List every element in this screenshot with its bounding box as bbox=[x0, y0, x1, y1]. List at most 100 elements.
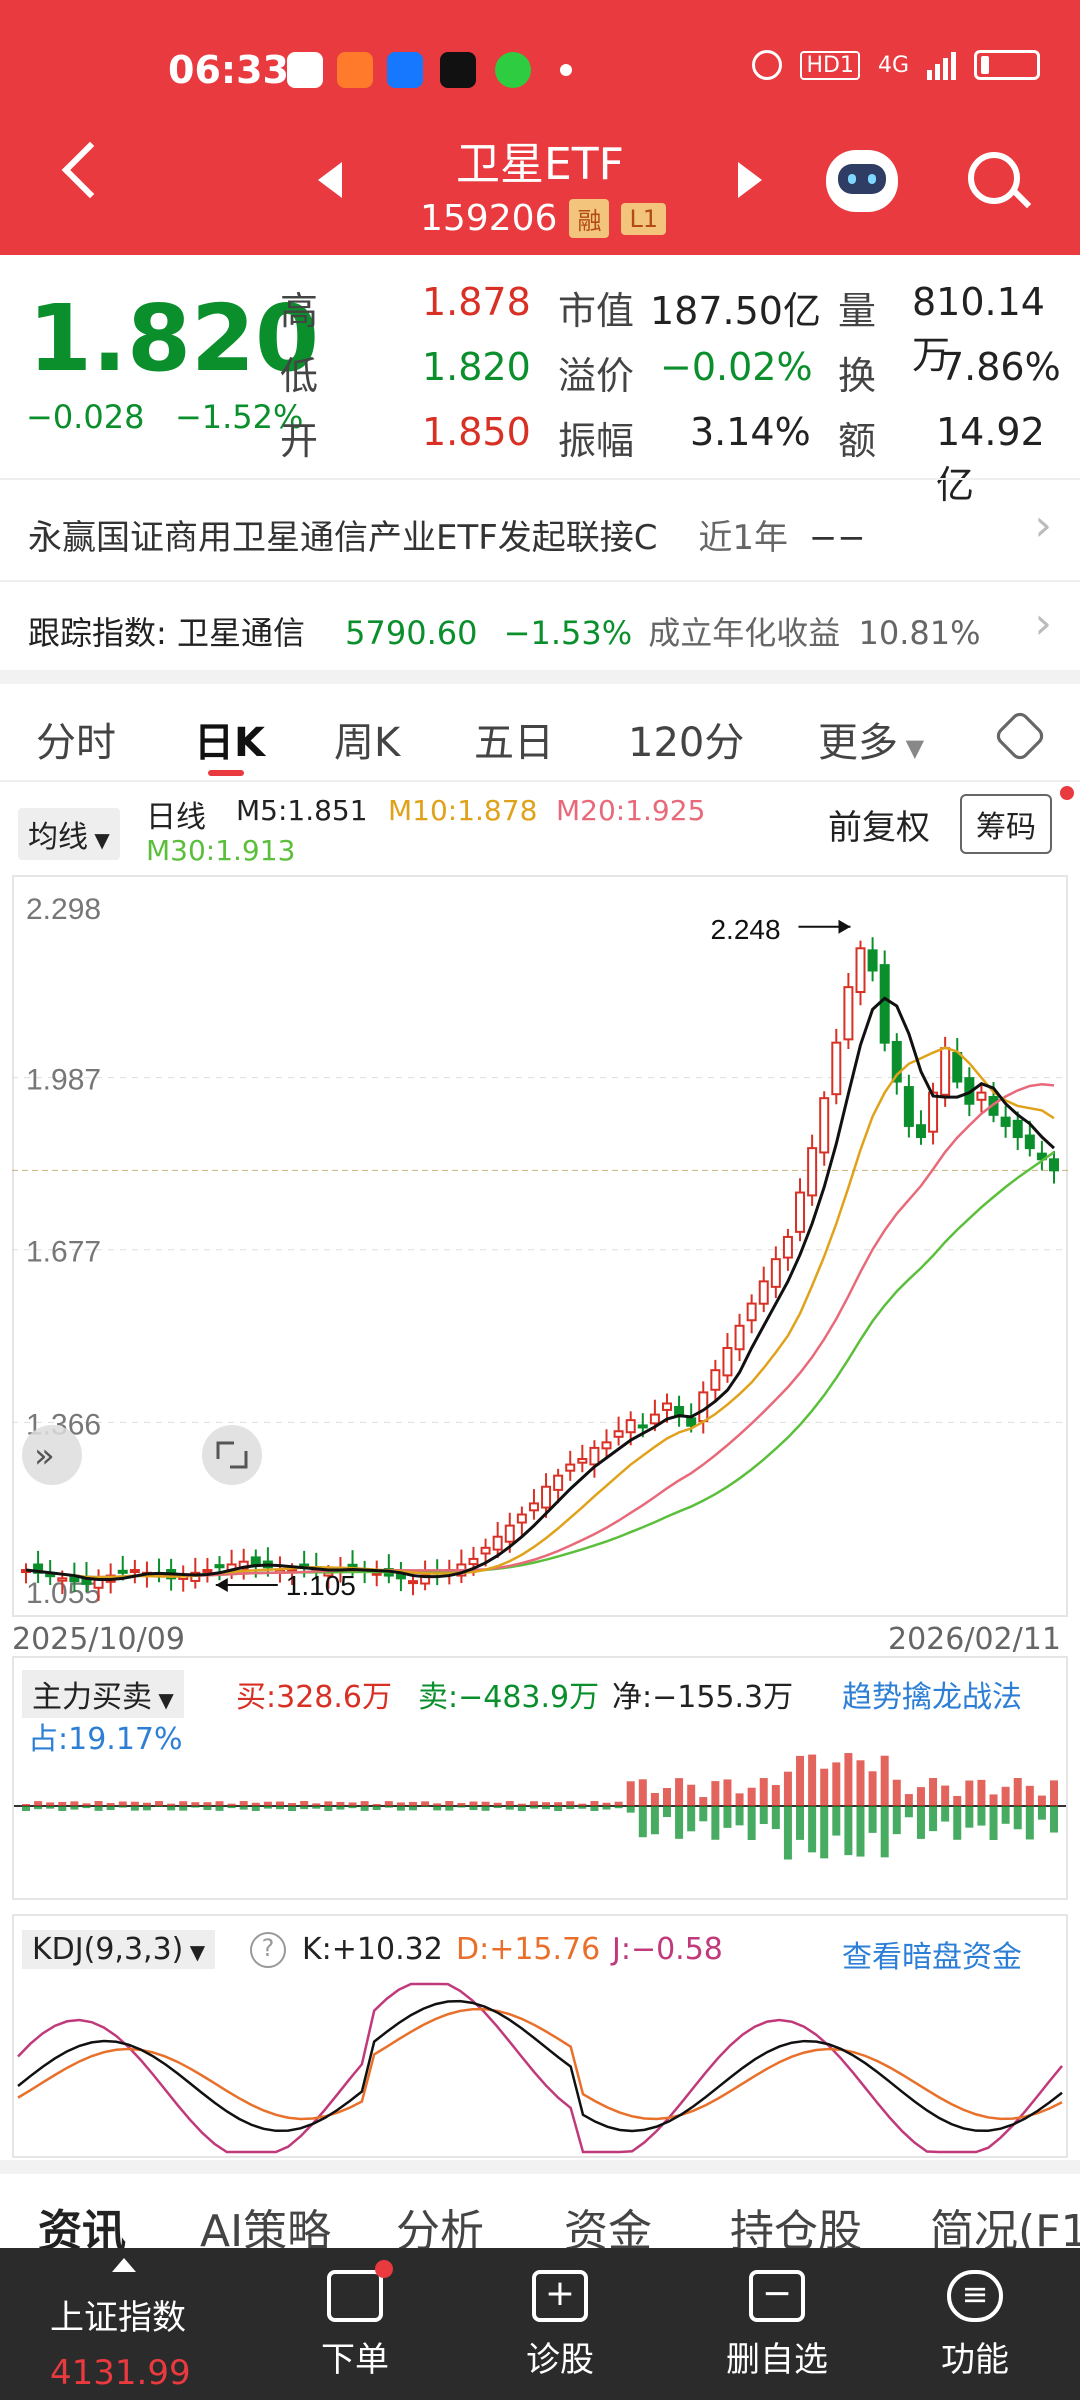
remove-watch-icon: − bbox=[749, 2270, 805, 2322]
bottom-nav: 上证指数 4131.99 下单 + 诊股 − 删自选 ≡ 功能 bbox=[0, 2248, 1080, 2400]
candle-body bbox=[674, 1406, 685, 1416]
flow-bar-neg bbox=[433, 1806, 442, 1811]
settings-icon[interactable] bbox=[992, 708, 1048, 764]
flow-bar-pos bbox=[433, 1803, 442, 1806]
tracking-index-row[interactable]: 跟踪指数: 卫星通信 5790.60 −1.53% 成立年化收益 10.81% bbox=[28, 608, 980, 654]
app-icon-1 bbox=[287, 52, 323, 88]
flow-bar-pos bbox=[687, 1784, 696, 1806]
flow-dropdown[interactable]: 主力买卖 ▼ bbox=[22, 1670, 184, 1718]
chevron-down-icon: ▼ bbox=[152, 1688, 174, 1712]
flow-bar-neg bbox=[892, 1806, 901, 1835]
flow-bar-pos bbox=[384, 1801, 393, 1806]
flow-strategy-link[interactable]: 趋势擒龙战法 bbox=[842, 1680, 1022, 1715]
low-marker-arrowhead bbox=[215, 1578, 228, 1592]
fullscreen-button bbox=[202, 1425, 262, 1485]
dot-icon bbox=[560, 64, 572, 76]
flow-bar-pos bbox=[916, 1787, 925, 1806]
nav-remove-watch[interactable]: − 删自选 bbox=[712, 2270, 842, 2381]
tab-five-day[interactable]: 五日 bbox=[474, 720, 554, 766]
flow-bar bbox=[46, 1802, 55, 1809]
candle-body bbox=[782, 1235, 793, 1259]
flow-bar bbox=[614, 1801, 623, 1809]
flow-bar-neg bbox=[916, 1806, 925, 1839]
kdj-k-line bbox=[17, 1999, 1063, 2133]
flow-bar-pos bbox=[759, 1778, 768, 1806]
tab-more[interactable]: 更多 ▼ bbox=[818, 710, 924, 768]
flow-net: 净:−155.3万 bbox=[612, 1680, 794, 1715]
low-marker-label: 1.105 bbox=[286, 1570, 356, 1601]
candle bbox=[214, 1556, 225, 1581]
nav-functions[interactable]: ≡ 功能 bbox=[920, 2270, 1030, 2381]
nav-order[interactable]: 下单 bbox=[300, 2260, 410, 2381]
candle bbox=[528, 1489, 539, 1520]
nav-diagnose-label: 诊股 bbox=[526, 2340, 594, 2380]
candle-body bbox=[589, 1446, 600, 1466]
kdj-d-line bbox=[17, 2007, 1063, 2121]
ma-dropdown-label: 均线 bbox=[28, 820, 88, 855]
app-icon-4 bbox=[440, 52, 476, 88]
flow-bar-neg bbox=[783, 1806, 792, 1860]
flow-bar-neg bbox=[856, 1806, 865, 1857]
stat-label-high: 高 bbox=[280, 289, 319, 333]
y-tick-label: 1.987 bbox=[26, 1064, 101, 1097]
ma-dropdown[interactable]: 均线 ▼ bbox=[18, 808, 120, 860]
flow-bar-neg bbox=[953, 1806, 962, 1840]
flow-bar bbox=[796, 1755, 805, 1840]
flow-bar-neg bbox=[662, 1806, 671, 1818]
stat-value-amplitude: 3.14% bbox=[690, 410, 811, 454]
tab-daily-k[interactable]: 日K bbox=[194, 720, 265, 766]
index-value: 4131.99 bbox=[50, 2353, 191, 2393]
ma20-line bbox=[25, 1083, 1055, 1579]
kdj-dropdown[interactable]: KDJ(9,3,3) ▼ bbox=[22, 1930, 216, 1969]
flow-bar-neg bbox=[275, 1806, 284, 1810]
flow-bar bbox=[457, 1803, 466, 1808]
dark-pool-link[interactable]: 查看暗盘资金 bbox=[842, 1940, 1022, 1975]
fund-name: 永赢国证商用卫星通信产业ETF发起联接C bbox=[28, 518, 658, 558]
flow-bar-pos bbox=[723, 1779, 732, 1806]
tab-120min[interactable]: 120分 bbox=[628, 720, 745, 766]
flow-bar-neg bbox=[602, 1806, 611, 1810]
flow-bar bbox=[1025, 1785, 1034, 1840]
flow-bar-neg bbox=[965, 1806, 974, 1828]
help-icon[interactable]: ? bbox=[250, 1932, 286, 1968]
flow-bar-pos bbox=[1037, 1795, 1046, 1806]
candle bbox=[915, 1110, 926, 1145]
flow-bar-pos bbox=[783, 1771, 792, 1806]
nav-index[interactable]: 上证指数 4131.99 bbox=[50, 2290, 191, 2393]
flow-bar-pos bbox=[239, 1801, 248, 1806]
adjust-label[interactable]: 前复权 bbox=[828, 808, 930, 848]
order-icon bbox=[327, 2260, 393, 2322]
flow-bar bbox=[711, 1781, 720, 1840]
ma30-value: M30:1.913 bbox=[146, 834, 296, 867]
nav-diagnose[interactable]: + 诊股 bbox=[505, 2270, 615, 2381]
search-icon[interactable] bbox=[968, 152, 1020, 204]
flow-bar-pos bbox=[288, 1803, 297, 1806]
flow-bar-neg bbox=[1037, 1806, 1046, 1820]
robot-assistant-icon[interactable] bbox=[826, 150, 898, 212]
next-stock-button[interactable] bbox=[738, 162, 762, 198]
prev-stock-button[interactable] bbox=[318, 162, 342, 198]
candle bbox=[202, 1557, 213, 1583]
flow-bar-neg bbox=[517, 1806, 526, 1811]
flow-bar-neg bbox=[94, 1806, 103, 1811]
candle bbox=[903, 1074, 914, 1138]
flow-bar-pos bbox=[808, 1754, 817, 1806]
flow-bar-pos bbox=[965, 1780, 974, 1806]
chips-button[interactable]: 筹码 bbox=[960, 794, 1052, 854]
tab-weekly-k[interactable]: 周K bbox=[334, 720, 401, 766]
margin-tag: 融 bbox=[569, 199, 610, 238]
fund-link-row[interactable]: 永赢国证商用卫星通信产业ETF发起联接C 近1年 −− bbox=[28, 510, 866, 559]
date-start: 2025/10/09 bbox=[12, 1622, 185, 1657]
tab-timeshare[interactable]: 分时 bbox=[36, 720, 116, 766]
candle bbox=[601, 1429, 612, 1460]
change-value: −0.028 bbox=[26, 398, 145, 436]
chart-border bbox=[12, 875, 1068, 1617]
expand-left-button bbox=[22, 1425, 82, 1485]
flow-bar-pos bbox=[46, 1802, 55, 1806]
flow-bar bbox=[433, 1803, 442, 1811]
ma10-line bbox=[25, 1046, 1055, 1579]
flow-share: 占:19.17% bbox=[28, 1722, 183, 1757]
date-end: 2026/02/11 bbox=[888, 1622, 1061, 1657]
candle-body bbox=[867, 949, 878, 972]
